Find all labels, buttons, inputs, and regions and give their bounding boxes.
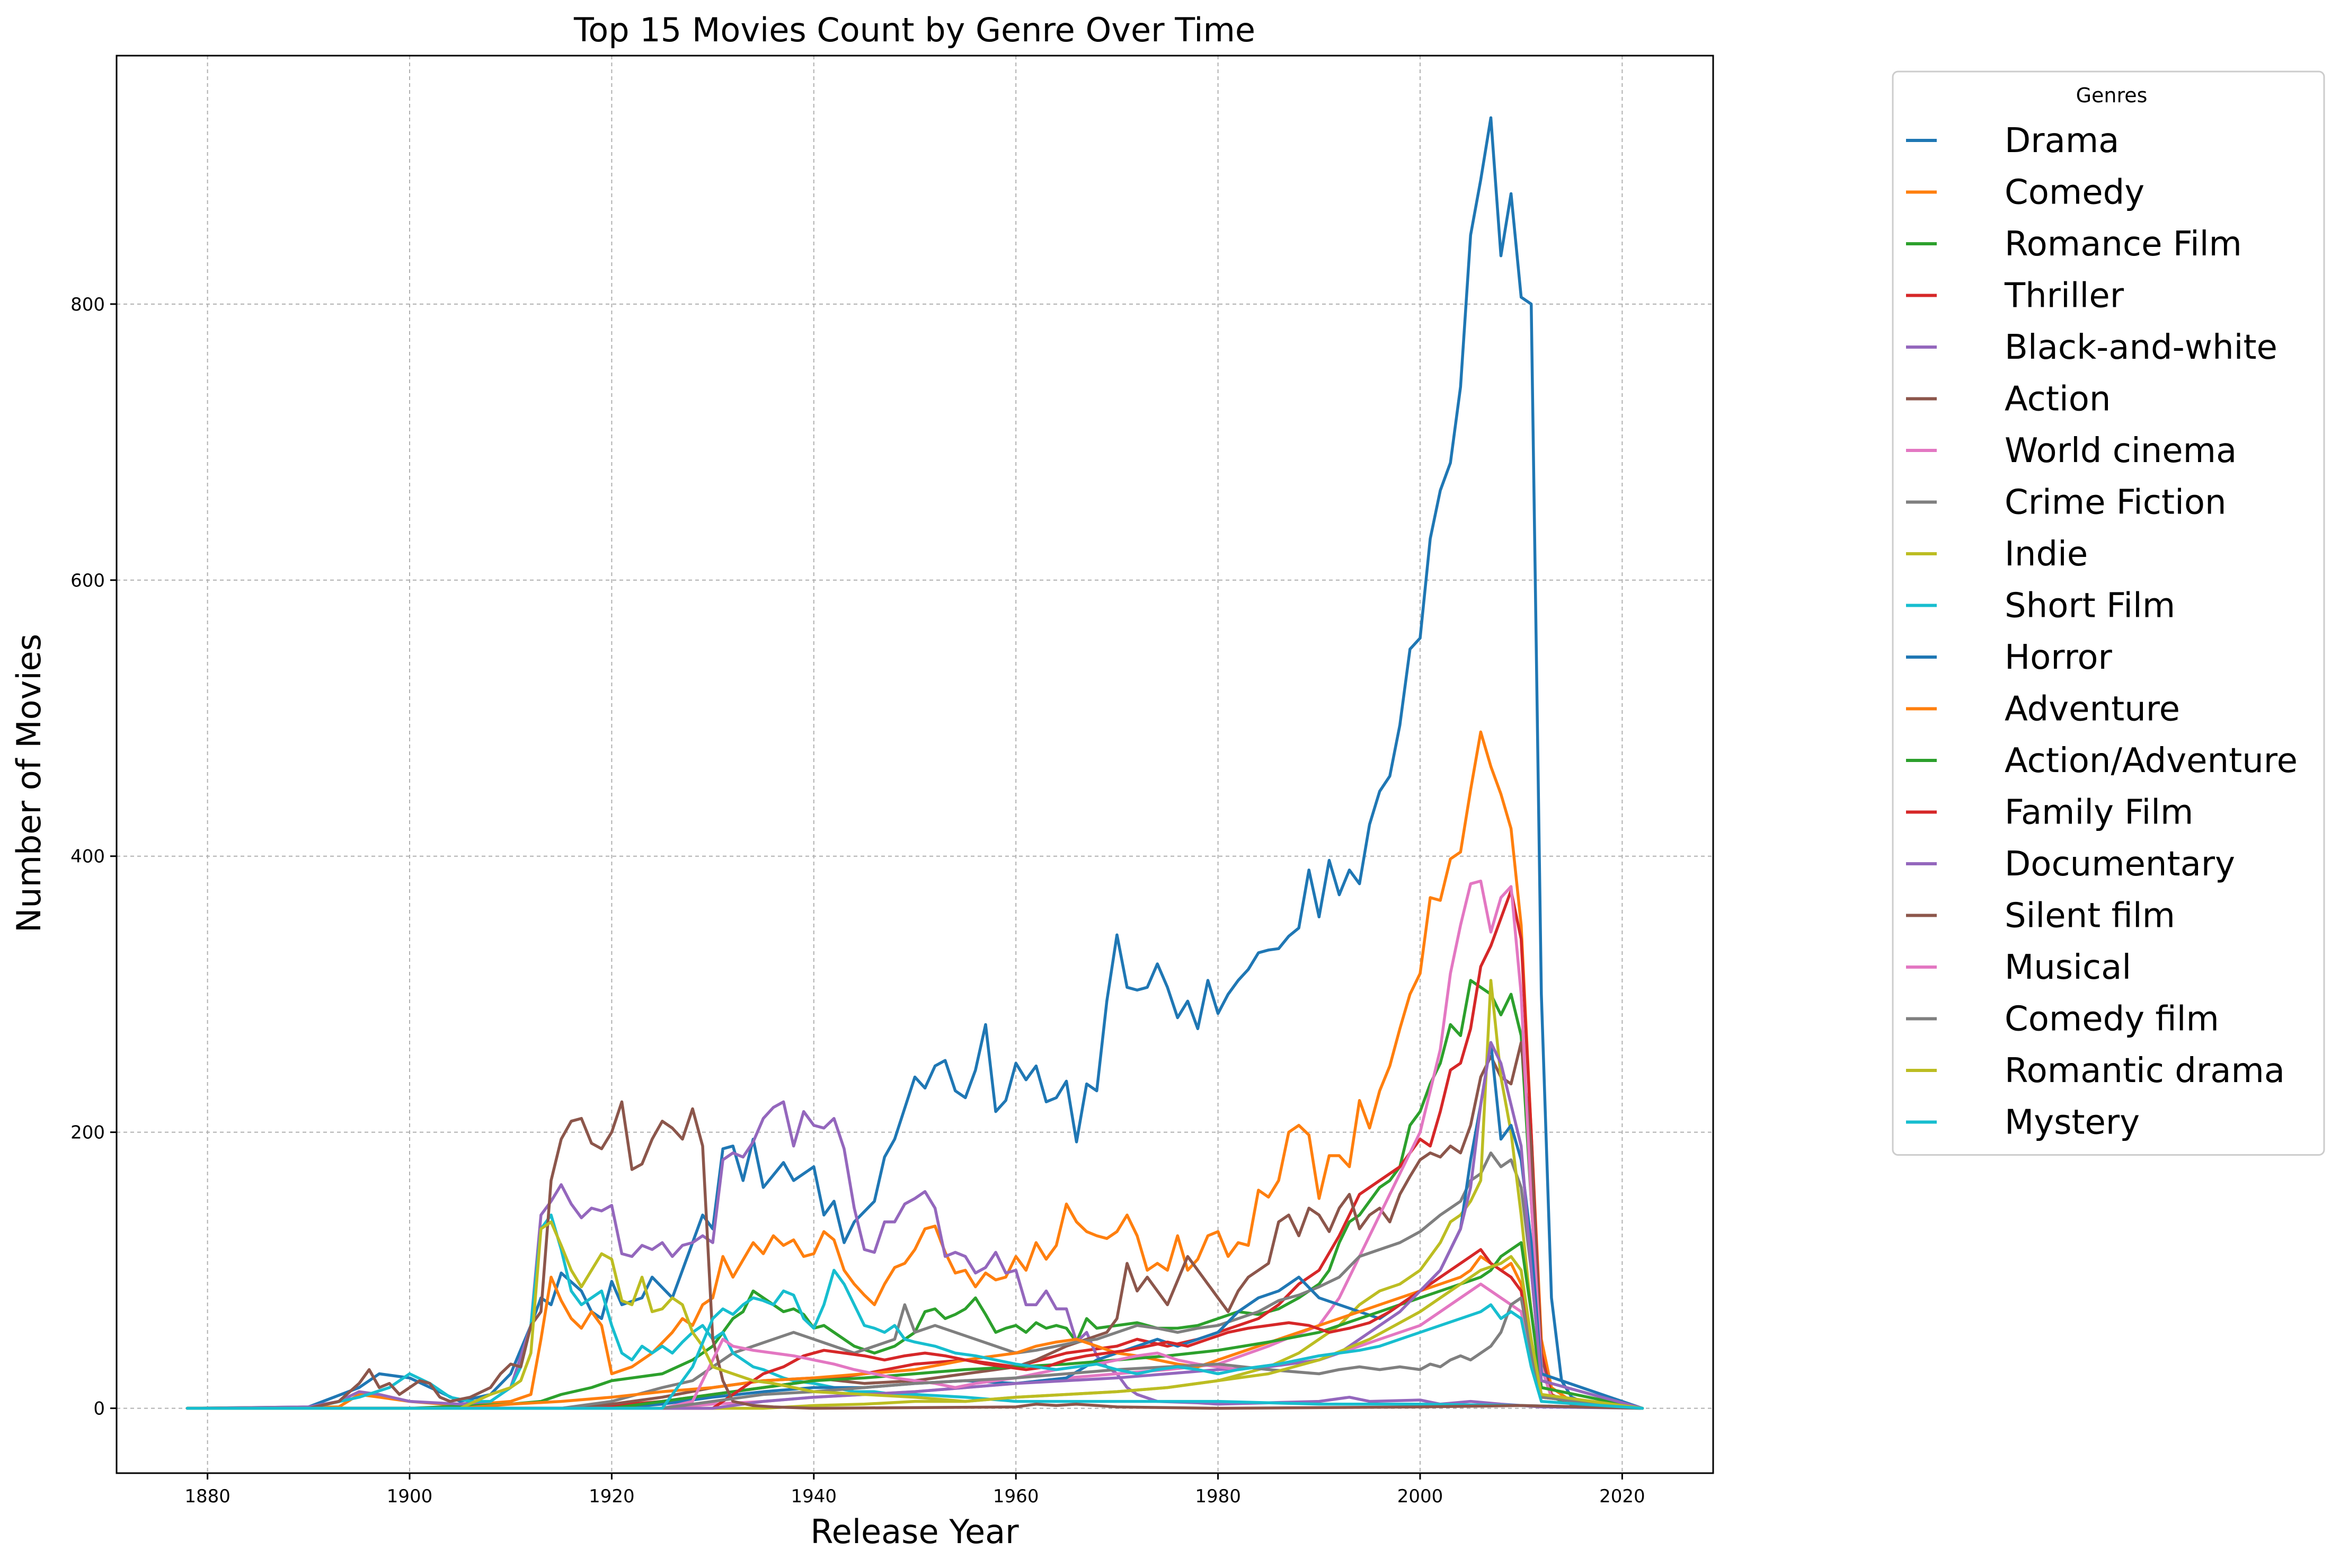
x-tick-label: 2020 xyxy=(1599,1486,1645,1507)
x-tick-label: 1960 xyxy=(993,1486,1039,1507)
series-line-black-and-white xyxy=(185,1100,1644,1410)
legend-label-indie: Indie xyxy=(2005,535,2088,574)
legend-label-crime-fiction: Crime Fiction xyxy=(2005,483,2227,522)
legend-label-drama: Drama xyxy=(2005,121,2119,161)
y-tick-label: 800 xyxy=(70,294,105,315)
legend-label-romance-film: Romance Film xyxy=(2005,225,2242,264)
legend-box xyxy=(1892,70,2325,1156)
series-line-action-adventure xyxy=(185,1241,1644,1410)
series-line-silent-film xyxy=(185,1100,1644,1410)
chart-title: Top 15 Movies Count by Genre Over Time xyxy=(573,11,1255,49)
legend-label-family-film: Family Film xyxy=(2005,793,2193,832)
y-axis-ticks: 0 200 400 600 800 xyxy=(70,294,117,1420)
y-tick-label: 400 xyxy=(70,846,105,867)
series-line-romance-film xyxy=(185,979,1644,1410)
series-line-comedy-film xyxy=(185,1296,1644,1410)
series-line-musical xyxy=(185,1282,1644,1410)
legend-label-black-and-white: Black-and-white xyxy=(2005,328,2277,367)
series-line-mystery xyxy=(185,1269,1644,1410)
legend-label-horror: Horror xyxy=(2005,638,2113,677)
x-axis-title: Release Year xyxy=(810,1512,1019,1551)
x-tick-label: 1900 xyxy=(387,1486,433,1507)
x-tick-label: 1920 xyxy=(589,1486,635,1507)
series-lines xyxy=(185,116,1644,1410)
y-tick-label: 0 xyxy=(93,1398,105,1420)
legend: Genres Drama Comedy Romance Film Thriller Bl… xyxy=(1892,70,2325,1156)
legend-label-short-film: Short Film xyxy=(2005,587,2175,626)
x-tick-label: 1880 xyxy=(184,1486,231,1507)
legend-label-action: Action xyxy=(2005,380,2111,419)
plot-area-frame xyxy=(116,55,1714,1474)
series-line-action xyxy=(185,1041,1644,1410)
x-tick-label: 2000 xyxy=(1397,1486,1443,1507)
x-tick-label: 1980 xyxy=(1195,1486,1241,1507)
legend-label-silent-film: Silent film xyxy=(2005,897,2175,936)
legend-label-adventure: Adventure xyxy=(2005,690,2180,729)
x-axis-ticks: 1880 1900 1920 1940 1960 1980 2000 2020 xyxy=(184,1473,1645,1507)
legend-label-mystery: Mystery xyxy=(2005,1103,2140,1142)
gridlines xyxy=(117,56,1713,1473)
legend-label-documentary: Documentary xyxy=(2005,845,2235,884)
legend-label-thriller: Thriller xyxy=(2004,277,2124,316)
legend-label-comedy-film: Comedy film xyxy=(2005,1000,2219,1039)
y-axis-title: Number of Movies xyxy=(10,634,48,933)
legend-label-action-adventure: Action/Adventure xyxy=(2005,741,2298,781)
series-line-drama xyxy=(185,116,1644,1410)
legend-label-romantic-drama: Romantic drama xyxy=(2005,1051,2285,1091)
legend-label-world-cinema: World cinema xyxy=(2005,431,2237,471)
legend-title: Genres xyxy=(2076,84,2148,107)
series-line-family-film xyxy=(185,1248,1644,1410)
y-tick-label: 600 xyxy=(70,570,105,591)
series-line-romantic-drama xyxy=(185,1220,1644,1410)
series-line-comedy xyxy=(185,730,1644,1410)
series-line-crime-fiction xyxy=(185,1151,1644,1410)
legend-entries: Drama Comedy Romance Film Thriller Black-and… xyxy=(1906,121,2298,1142)
legend-label-comedy: Comedy xyxy=(2005,173,2144,212)
y-tick-label: 200 xyxy=(70,1122,105,1144)
legend-label-musical: Musical xyxy=(2005,948,2131,987)
x-tick-label: 1940 xyxy=(791,1486,837,1507)
